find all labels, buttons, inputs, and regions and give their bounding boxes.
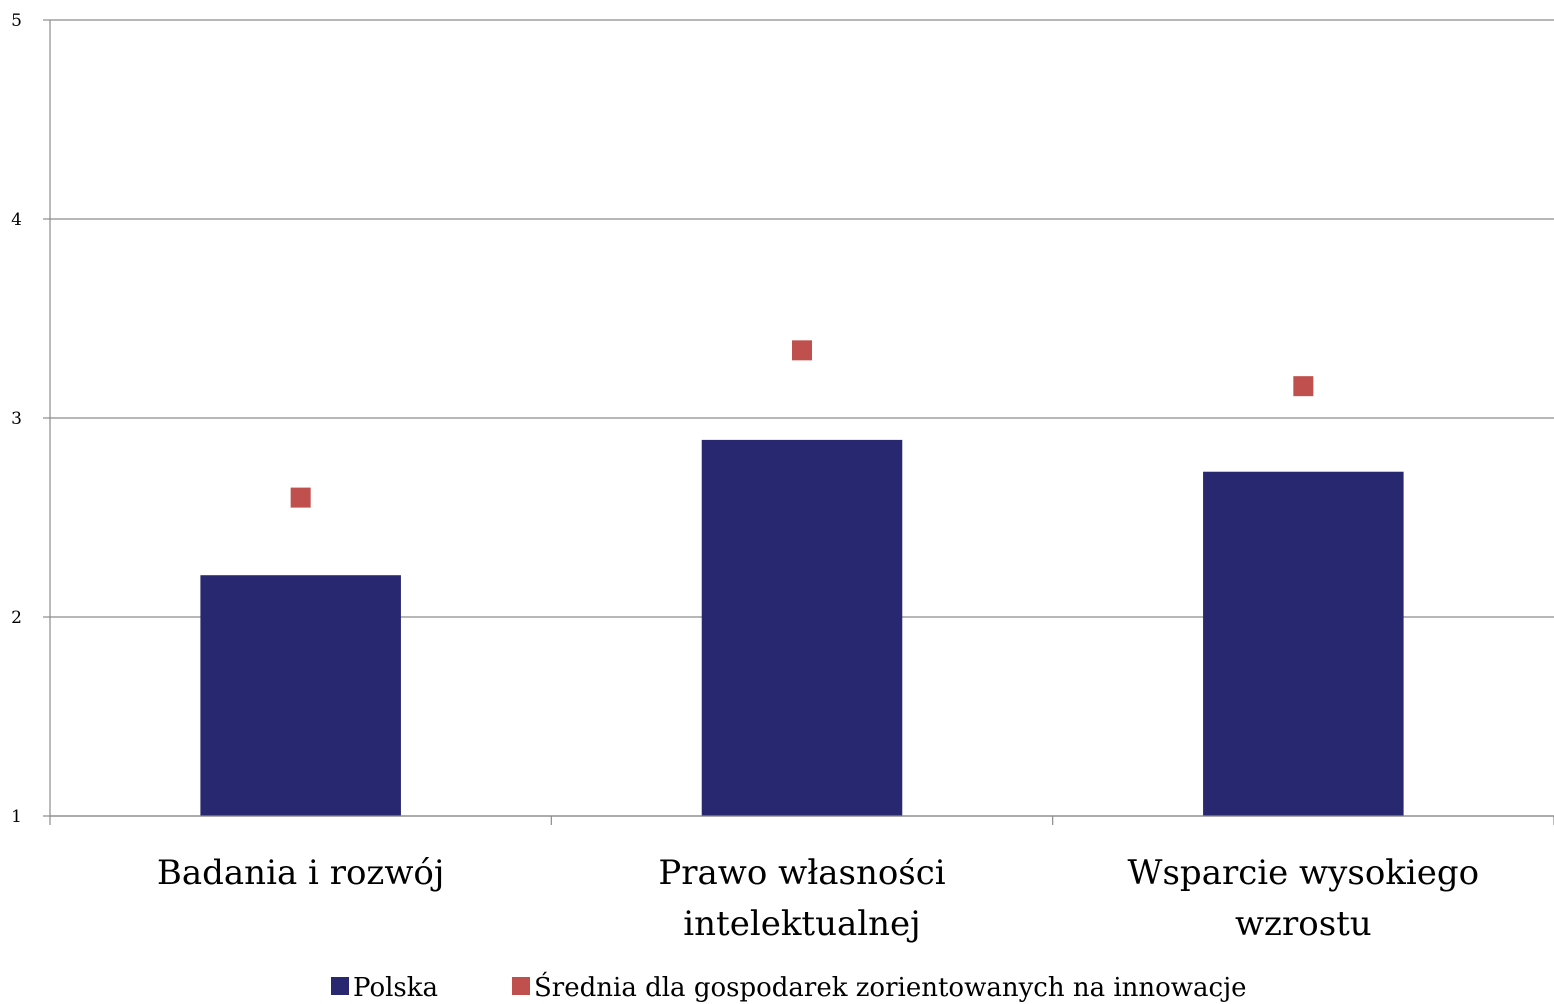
y-tick-label: 3	[11, 409, 22, 429]
y-tick-label: 1	[11, 807, 22, 827]
legend-swatch	[331, 977, 349, 995]
y-tick-labels: 1 2 3 4 5	[11, 11, 22, 827]
marker-point	[792, 340, 812, 361]
x-category-label: Prawo własności intelektualnej	[658, 853, 945, 944]
axes	[49, 20, 1554, 825]
legend-label: Średnia dla gospodarek zorientowanych na…	[534, 971, 1247, 1003]
legend-label: Polska	[353, 973, 438, 1003]
legend-swatch	[512, 977, 530, 995]
bar-series-polska	[200, 439, 1404, 816]
x-category-label: Badania i rozwój	[157, 853, 445, 893]
x-category-labels: Badania i rozwój Prawo własności intelektu…	[157, 853, 1479, 944]
x-category-label-line: Wsparcie wysokiego	[1128, 853, 1480, 893]
y-tick-label: 4	[11, 210, 22, 230]
marker-point	[1293, 376, 1314, 397]
x-category-label-line: wzrostu	[1235, 904, 1372, 944]
x-category-label-line: Prawo własności	[658, 853, 945, 893]
y-tick-label: 5	[11, 11, 22, 31]
marker-series-srednia	[290, 340, 1314, 508]
bar	[200, 575, 401, 816]
legend: Polska Średnia dla gospodarek zorientowan…	[331, 971, 1247, 1003]
marker-point	[290, 487, 311, 508]
bar	[1203, 471, 1404, 816]
y-tick-label: 2	[11, 608, 22, 628]
x-category-label-line: Badania i rozwój	[157, 853, 445, 893]
bar	[701, 439, 903, 816]
x-category-label-line: intelektualnej	[683, 904, 920, 944]
x-category-label: Wsparcie wysokiego wzrostu	[1128, 853, 1480, 944]
